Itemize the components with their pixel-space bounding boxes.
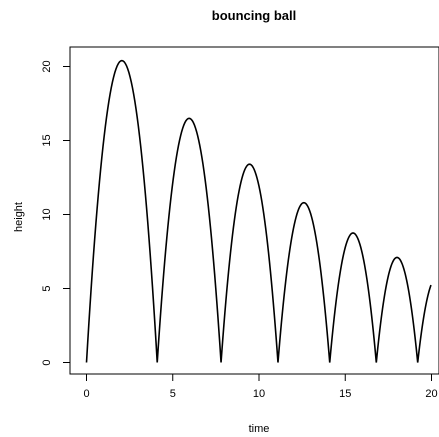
y-tick-label: 20 xyxy=(41,60,53,72)
chart-title: bouncing ball xyxy=(212,8,297,23)
x-tick-label: 10 xyxy=(253,388,265,400)
plot-frame xyxy=(69,46,439,375)
y-tick-label: 5 xyxy=(41,285,53,291)
x-tick-label: 5 xyxy=(170,388,176,400)
y-tick-label: 10 xyxy=(41,208,53,220)
x-axis: 0 5 10 15 20 xyxy=(83,373,438,400)
height-series-line xyxy=(85,59,432,363)
x-tick-label: 15 xyxy=(339,388,351,400)
y-axis: 0 5 10 15 20 xyxy=(41,60,71,366)
y-tick-label: 0 xyxy=(41,359,53,365)
x-tick-label: 0 xyxy=(83,388,89,400)
x-tick-label: 20 xyxy=(425,388,437,400)
y-tick-label: 15 xyxy=(41,134,53,146)
x-axis-label: time xyxy=(249,423,270,435)
y-axis-label: height xyxy=(13,202,25,232)
